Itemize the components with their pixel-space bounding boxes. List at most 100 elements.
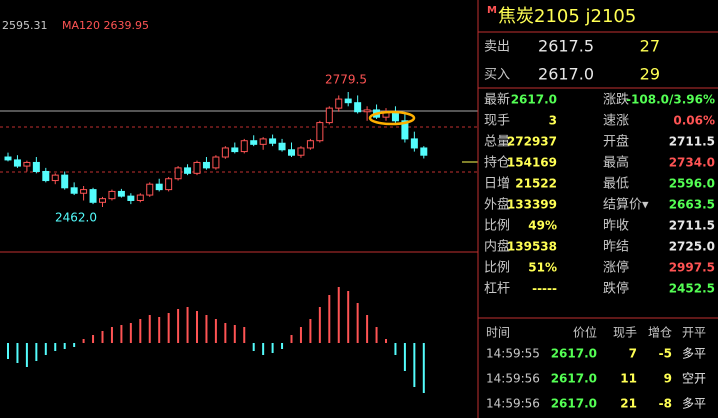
trade-cell: 14:59:55 bbox=[486, 347, 540, 361]
stat-value: 2734.0 bbox=[669, 156, 715, 170]
candle-body bbox=[410, 138, 418, 149]
trades-header: 价位 bbox=[573, 325, 597, 340]
stat-value: ----- bbox=[532, 282, 557, 296]
trade-cell: 9 bbox=[664, 372, 672, 386]
stat-label: 最低 bbox=[603, 177, 629, 192]
stat-label: 昨收 bbox=[603, 219, 629, 234]
candle-body bbox=[354, 102, 362, 113]
header-value: 2595.31 bbox=[2, 19, 48, 32]
stat-value: 139538 bbox=[507, 240, 557, 254]
candle-body bbox=[184, 167, 192, 174]
trade-cell: 2617.0 bbox=[551, 372, 597, 386]
stat-value: -108.0/3.96% bbox=[626, 93, 715, 107]
candle-body bbox=[32, 161, 40, 173]
candle-body bbox=[250, 140, 258, 145]
stat-value: 2617.0 bbox=[511, 93, 557, 107]
trade-cell: 多平 bbox=[682, 347, 706, 361]
stat-label: 跌停 bbox=[603, 281, 629, 297]
candle-body bbox=[269, 138, 277, 144]
candle-body bbox=[136, 194, 144, 201]
stat-label: 比例 bbox=[484, 219, 510, 234]
stat-value: 2663.5 bbox=[669, 198, 715, 212]
stat-label: 开盘 bbox=[603, 134, 629, 150]
stat-value: 0.06% bbox=[673, 114, 715, 128]
trade-cell: 11 bbox=[620, 372, 637, 386]
candle-body bbox=[344, 98, 352, 104]
candle-body bbox=[212, 156, 220, 169]
candle-body bbox=[306, 140, 314, 149]
stat-label: 最新 bbox=[484, 92, 510, 108]
candle-body bbox=[288, 149, 295, 156]
candle-body bbox=[240, 140, 248, 153]
buy-price: 2617.0 bbox=[538, 65, 594, 84]
stat-value: 2596.0 bbox=[669, 177, 715, 191]
candle-body bbox=[174, 167, 182, 180]
stat-label: 速涨 bbox=[603, 114, 629, 129]
stat-label: 持仓 bbox=[484, 156, 510, 171]
stat-value: 49% bbox=[528, 219, 557, 233]
candle-body bbox=[146, 183, 154, 196]
candle-body bbox=[51, 174, 59, 182]
trade-cell: -8 bbox=[659, 397, 672, 411]
stat-label: 昨结 bbox=[603, 240, 629, 255]
stat-label: 涨停 bbox=[603, 260, 629, 276]
stat-label: 结算价▾ bbox=[603, 198, 649, 213]
candle-body bbox=[89, 189, 97, 203]
m-icon: M bbox=[487, 5, 497, 16]
stat-value: 2711.5 bbox=[669, 219, 715, 233]
candle-body bbox=[202, 161, 210, 169]
stat-value: 3 bbox=[549, 114, 557, 128]
candle-body bbox=[13, 159, 21, 167]
stat-label: 总量 bbox=[484, 135, 510, 150]
trades-header: 开平 bbox=[682, 326, 706, 340]
stat-value: 2725.0 bbox=[669, 240, 715, 254]
stat-value: 133399 bbox=[507, 198, 557, 212]
candle-body bbox=[99, 198, 106, 203]
trade-cell: 多平 bbox=[682, 397, 706, 411]
high-label: 2779.5 bbox=[325, 73, 367, 87]
stat-value: 2997.5 bbox=[669, 261, 715, 275]
candle-body bbox=[61, 174, 69, 189]
candle-body bbox=[420, 147, 428, 156]
trade-cell: 2617.0 bbox=[551, 347, 597, 361]
stat-label: 比例 bbox=[484, 261, 510, 276]
candle-body bbox=[401, 120, 409, 140]
trades-header: 时间 bbox=[486, 326, 510, 340]
trades-header: 现手 bbox=[613, 326, 637, 340]
sell-volume: 27 bbox=[640, 37, 660, 56]
sell-label: 卖出 bbox=[484, 40, 510, 55]
stat-label: 涨跌 bbox=[603, 92, 629, 108]
candle-body bbox=[165, 178, 173, 191]
candle-body bbox=[117, 190, 125, 197]
candle-body bbox=[316, 122, 324, 142]
trade-cell: -5 bbox=[659, 347, 672, 361]
panel-title: 焦炭2105 j2105 bbox=[498, 6, 636, 27]
stat-label: 内盘 bbox=[484, 239, 510, 255]
candle-body bbox=[278, 142, 286, 151]
candle-body bbox=[127, 195, 135, 201]
trade-cell: 14:59:56 bbox=[486, 372, 540, 386]
sell-price: 2617.5 bbox=[538, 37, 594, 56]
highlight bbox=[368, 110, 416, 126]
stat-value: 272937 bbox=[507, 135, 557, 149]
ma120-label: MA120 2639.95 bbox=[62, 19, 149, 32]
candle-body bbox=[42, 171, 50, 182]
candle-body bbox=[325, 107, 333, 124]
candle-body bbox=[193, 161, 201, 174]
trade-cell: 7 bbox=[629, 347, 637, 361]
candle-body bbox=[221, 147, 229, 158]
low-label: 2462.0 bbox=[55, 211, 97, 225]
candle-body bbox=[231, 147, 239, 153]
trade-cell: 14:59:56 bbox=[486, 397, 540, 411]
stat-label: 现手 bbox=[484, 114, 510, 129]
candle-body bbox=[155, 183, 163, 191]
stat-label: 日增 bbox=[484, 177, 510, 192]
buy-label: 买入 bbox=[484, 68, 510, 83]
stat-label: 最高 bbox=[603, 155, 629, 171]
buy-volume: 29 bbox=[640, 65, 660, 84]
candle-body bbox=[4, 156, 12, 161]
candle-body bbox=[335, 98, 343, 109]
stat-label: 杠杆 bbox=[484, 281, 510, 297]
